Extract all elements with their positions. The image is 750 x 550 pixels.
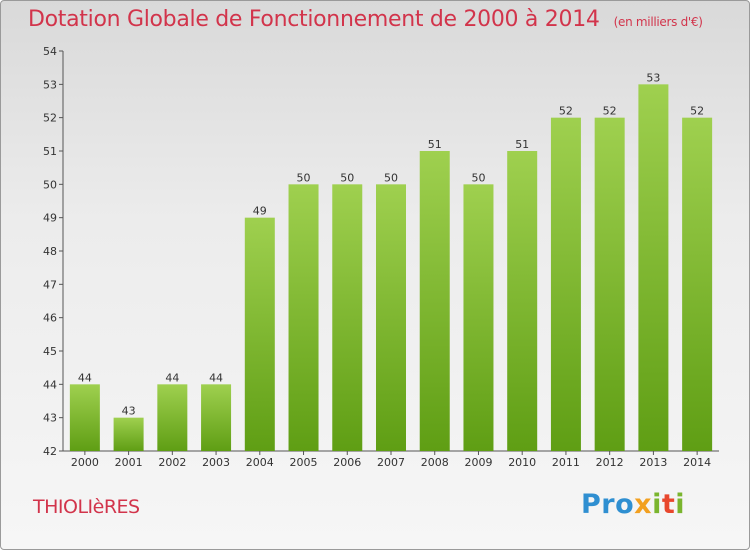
chart-title-text: Dotation Globale de Fonctionnement de 20… <box>28 7 600 32</box>
x-tick-label: 2003 <box>202 456 230 469</box>
x-tick-label: 2002 <box>158 456 186 469</box>
bar <box>419 151 450 451</box>
bar <box>69 384 100 451</box>
bar <box>638 84 669 451</box>
bar <box>332 184 363 452</box>
bar-value-label: 50 <box>297 171 311 184</box>
bar <box>550 117 581 452</box>
y-tick-label: 50 <box>43 178 57 191</box>
x-tick-label: 2012 <box>596 456 624 469</box>
bar-value-label: 50 <box>384 171 398 184</box>
bar-value-label: 52 <box>690 105 704 118</box>
y-tick-label: 44 <box>43 378 57 391</box>
chart-title: Dotation Globale de Fonctionnement de 20… <box>28 7 703 32</box>
bar <box>594 117 625 452</box>
bar-value-label: 44 <box>165 371 179 384</box>
bar <box>463 184 494 452</box>
bar <box>113 417 144 451</box>
x-tick-label: 2000 <box>71 456 99 469</box>
bar <box>376 184 406 452</box>
bar-value-label: 44 <box>209 371 223 384</box>
bar-value-label: 53 <box>646 71 660 84</box>
chart-subtitle: (en milliers d'€) <box>613 15 703 29</box>
y-tick-label: 46 <box>43 312 57 325</box>
logo-part-4: t <box>661 489 676 520</box>
bar-value-label: 44 <box>78 371 92 384</box>
logo-part-1: Pro <box>581 489 635 520</box>
y-tick-label: 43 <box>43 412 57 425</box>
bar <box>682 117 713 452</box>
x-tick-label: 2011 <box>552 456 580 469</box>
y-tick-label: 53 <box>43 78 57 91</box>
bar-value-label: 51 <box>428 138 442 151</box>
commune-name: THIOLIèRES <box>33 496 140 518</box>
x-tick-label: 2010 <box>508 456 536 469</box>
bar <box>507 151 538 451</box>
x-tick-label: 2005 <box>290 456 318 469</box>
bar-value-label: 50 <box>471 171 485 184</box>
x-tick-label: 2008 <box>421 456 449 469</box>
y-tick-label: 42 <box>43 445 57 458</box>
y-tick-label: 52 <box>43 112 57 125</box>
logo-part-2: x <box>634 489 653 520</box>
logo-part-5: i <box>675 489 686 520</box>
proxiti-logo: Proxiti <box>581 489 685 520</box>
bar <box>201 384 232 451</box>
bar-value-label: 50 <box>340 171 354 184</box>
y-tick-label: 54 <box>43 45 57 58</box>
logo-part-3: i <box>652 489 662 520</box>
y-tick-label: 47 <box>43 278 57 291</box>
bar <box>288 184 319 452</box>
x-tick-label: 2009 <box>464 456 492 469</box>
x-tick-label: 2004 <box>246 456 274 469</box>
x-tick-label: 2006 <box>333 456 361 469</box>
x-tick-label: 2001 <box>115 456 143 469</box>
x-tick-label: 2007 <box>377 456 405 469</box>
bar <box>244 217 275 451</box>
x-tick-label: 2014 <box>683 456 711 469</box>
y-tick-label: 49 <box>43 212 57 225</box>
bar <box>157 384 188 451</box>
y-tick-label: 48 <box>43 245 57 258</box>
bar-value-label: 51 <box>515 138 529 151</box>
y-tick-label: 51 <box>43 145 57 158</box>
y-tick-label: 45 <box>43 345 57 358</box>
bar-value-label: 52 <box>603 105 617 118</box>
bar-value-label: 49 <box>253 205 267 218</box>
bar-value-label: 43 <box>122 405 136 418</box>
x-tick-label: 2013 <box>639 456 667 469</box>
bar-value-label: 52 <box>559 105 573 118</box>
